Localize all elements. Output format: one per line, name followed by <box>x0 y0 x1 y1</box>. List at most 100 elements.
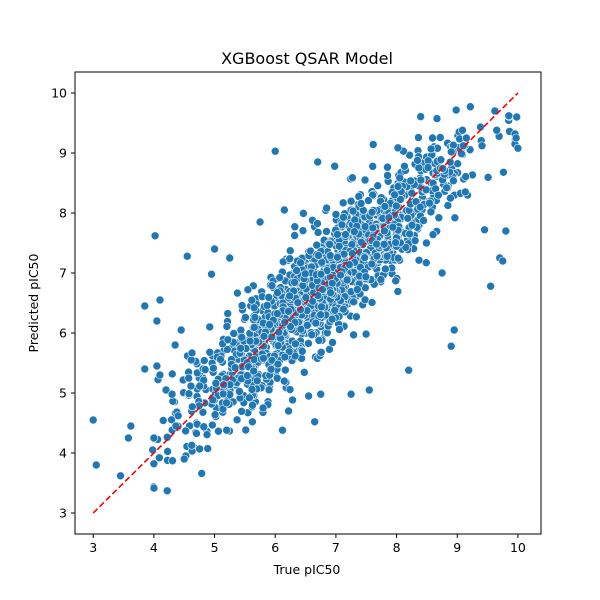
data-point <box>275 273 285 282</box>
data-point <box>446 147 456 157</box>
data-point <box>416 175 426 185</box>
data-point <box>200 365 210 374</box>
data-point <box>208 395 218 405</box>
data-point <box>356 199 366 208</box>
data-point <box>250 313 260 322</box>
data-point <box>425 198 434 208</box>
data-point <box>308 296 317 306</box>
y-tick-label: 8 <box>59 206 67 221</box>
data-point <box>222 398 231 408</box>
data-point <box>327 314 337 324</box>
data-point <box>331 210 341 219</box>
data-point <box>405 229 414 239</box>
data-point <box>290 351 300 361</box>
data-point <box>400 161 409 171</box>
data-point <box>237 332 247 342</box>
data-point <box>270 146 280 156</box>
data-point <box>258 403 268 413</box>
data-point <box>432 114 442 123</box>
data-point <box>278 425 287 435</box>
data-point <box>330 161 340 171</box>
data-point <box>192 429 201 438</box>
data-point <box>372 251 382 261</box>
data-point <box>202 430 212 439</box>
data-point <box>381 264 390 274</box>
data-point <box>361 272 371 282</box>
data-point <box>214 426 223 436</box>
data-point <box>395 173 405 183</box>
data-point <box>247 295 257 305</box>
data-point <box>205 322 215 332</box>
data-point <box>325 240 334 249</box>
data-point <box>304 339 313 348</box>
x-tick-label: 6 <box>271 540 279 555</box>
x-tick-label: 10 <box>510 540 526 555</box>
data-point <box>170 340 180 350</box>
data-point <box>168 456 177 466</box>
data-point <box>459 141 468 151</box>
data-point <box>249 303 259 313</box>
data-point <box>192 368 202 378</box>
data-point <box>205 347 215 357</box>
data-point <box>322 203 331 213</box>
data-point <box>188 402 197 412</box>
data-point <box>259 332 269 341</box>
x-tick-label: 8 <box>393 540 401 555</box>
data-point <box>339 304 348 314</box>
data-point <box>285 291 294 301</box>
data-point <box>187 441 197 450</box>
data-points <box>88 102 523 496</box>
data-point <box>403 214 413 223</box>
data-point <box>290 222 300 232</box>
data-point <box>405 150 414 160</box>
data-point <box>236 343 245 353</box>
data-point <box>368 223 378 233</box>
data-point <box>486 281 495 291</box>
data-point <box>281 365 290 375</box>
data-point <box>314 251 323 260</box>
data-point <box>222 425 231 435</box>
data-point <box>333 252 342 262</box>
data-point <box>245 393 254 403</box>
data-point <box>380 202 390 211</box>
data-point <box>450 213 460 223</box>
data-point <box>280 317 290 327</box>
data-point <box>279 376 289 386</box>
data-point <box>280 205 289 215</box>
data-point <box>273 309 282 318</box>
data-point <box>243 371 252 380</box>
data-point <box>236 325 246 335</box>
data-point <box>296 258 305 268</box>
data-point <box>414 133 423 142</box>
data-point <box>265 320 274 329</box>
data-point <box>298 226 308 235</box>
data-point <box>140 301 150 311</box>
data-point <box>414 255 424 265</box>
data-point <box>116 471 125 481</box>
data-point <box>404 365 414 375</box>
data-point <box>336 270 345 280</box>
data-point <box>480 225 489 235</box>
data-point <box>360 222 370 231</box>
data-point <box>155 370 165 380</box>
data-point <box>161 385 171 395</box>
data-point <box>285 246 295 256</box>
data-point <box>176 325 186 335</box>
data-point <box>407 220 417 230</box>
data-point <box>376 275 386 284</box>
data-point <box>262 301 272 310</box>
data-point <box>416 112 425 121</box>
data-point <box>360 175 370 185</box>
data-point <box>413 156 422 165</box>
data-point <box>379 240 389 249</box>
data-point <box>419 216 428 225</box>
data-point <box>292 266 301 275</box>
data-point <box>322 227 331 236</box>
data-point <box>346 196 356 206</box>
data-point <box>445 157 455 167</box>
y-tick-label: 3 <box>59 506 67 521</box>
data-point <box>148 445 157 455</box>
data-point <box>173 411 183 421</box>
data-point <box>91 460 101 470</box>
data-point <box>316 310 325 319</box>
